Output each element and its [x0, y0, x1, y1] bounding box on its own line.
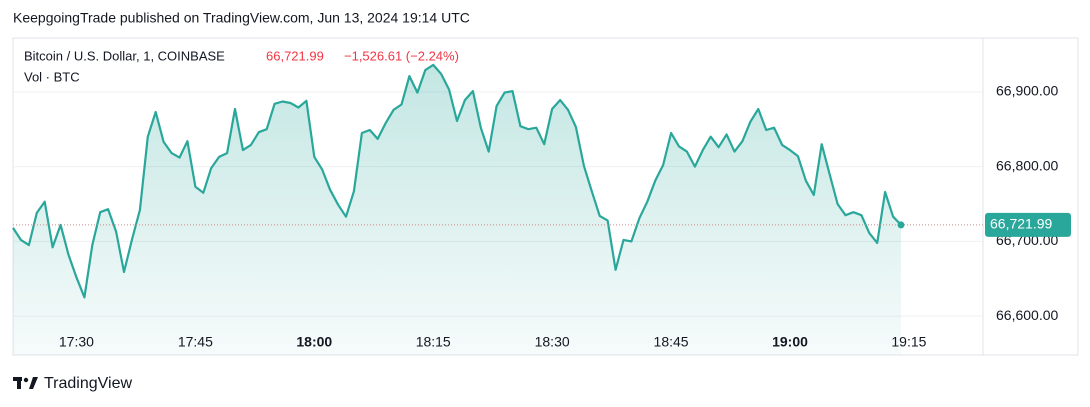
x-tick-label: 18:15	[416, 334, 451, 350]
x-tick-label: 18:00	[296, 334, 332, 350]
x-tick-label: 17:30	[59, 334, 94, 350]
x-tick-label: 19:15	[891, 334, 926, 350]
plot	[12, 63, 983, 356]
header: KeepgoingTrade published on TradingView.…	[13, 10, 470, 26]
volume-label: Vol · BTC	[24, 69, 80, 84]
footer-brand: TradingView	[44, 375, 132, 392]
x-tick-label: 19:00	[772, 334, 808, 350]
y-tick-label: 66,600.00	[996, 307, 1058, 323]
y-tick-label: 66,900.00	[996, 83, 1058, 99]
price-change: −1,526.61 (−2.24%)	[344, 48, 459, 63]
area-fill	[13, 64, 901, 356]
last-price-tag	[985, 212, 1071, 237]
x-tick-label: 18:30	[535, 334, 570, 350]
last-price: 66,721.99	[266, 48, 324, 63]
symbol: Bitcoin / U.S. Dollar, 1, COINBASE	[24, 48, 225, 63]
x-tick-label: 17:45	[178, 334, 213, 350]
logo	[13, 377, 38, 389]
price-line	[12, 63, 902, 299]
last-price-tag-label: 66,721.99	[990, 216, 1052, 232]
x-tick-label: 18:45	[654, 334, 689, 350]
last-point	[897, 221, 905, 229]
y-tick-label: 66,800.00	[996, 157, 1058, 173]
